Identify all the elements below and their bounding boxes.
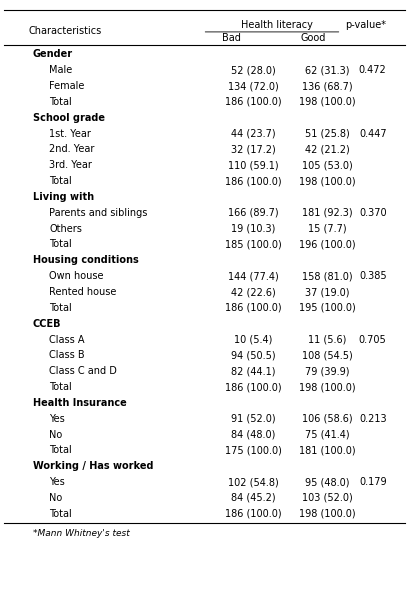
Text: 106 (58.6): 106 (58.6) <box>302 414 353 424</box>
Text: Health Insurance: Health Insurance <box>33 398 126 408</box>
Text: 0.385: 0.385 <box>359 271 387 281</box>
Text: 11 (5.6): 11 (5.6) <box>308 335 346 345</box>
Text: 186 (100.0): 186 (100.0) <box>225 382 282 392</box>
Text: 198 (100.0): 198 (100.0) <box>299 176 355 186</box>
Text: Characteristics: Characteristics <box>29 27 102 36</box>
Text: Total: Total <box>49 509 72 519</box>
Text: 0.472: 0.472 <box>359 65 387 75</box>
Text: Male: Male <box>49 65 72 75</box>
Text: Class A: Class A <box>49 335 85 345</box>
Text: Own house: Own house <box>49 271 103 281</box>
Text: 198 (100.0): 198 (100.0) <box>299 509 355 519</box>
Text: 186 (100.0): 186 (100.0) <box>225 509 282 519</box>
Text: Gender: Gender <box>33 50 73 60</box>
Text: 0.370: 0.370 <box>359 208 387 218</box>
Text: No: No <box>49 430 62 440</box>
Text: 75 (41.4): 75 (41.4) <box>305 430 350 440</box>
Text: Others: Others <box>49 223 82 233</box>
Text: 181 (92.3): 181 (92.3) <box>302 208 353 218</box>
Text: Yes: Yes <box>49 414 65 424</box>
Text: 0.705: 0.705 <box>359 335 387 345</box>
Text: 0.179: 0.179 <box>359 477 387 487</box>
Text: 42 (22.6): 42 (22.6) <box>231 287 276 297</box>
Text: 91 (52.0): 91 (52.0) <box>231 414 276 424</box>
Text: 186 (100.0): 186 (100.0) <box>225 176 282 186</box>
Text: 15 (7.7): 15 (7.7) <box>308 223 346 233</box>
Text: *Mann Whitney's test: *Mann Whitney's test <box>33 530 130 538</box>
Text: Total: Total <box>49 239 72 249</box>
Text: 158 (81.0): 158 (81.0) <box>302 271 353 281</box>
Text: Total: Total <box>49 97 72 107</box>
Text: Health literacy: Health literacy <box>241 20 313 30</box>
Text: Total: Total <box>49 176 72 186</box>
Text: 2nd. Year: 2nd. Year <box>49 144 94 154</box>
Text: 166 (89.7): 166 (89.7) <box>228 208 279 218</box>
Text: Class B: Class B <box>49 350 85 361</box>
Text: 94 (50.5): 94 (50.5) <box>231 350 276 361</box>
Text: 79 (39.9): 79 (39.9) <box>305 366 349 376</box>
Text: 198 (100.0): 198 (100.0) <box>299 97 355 107</box>
Text: 42 (21.2): 42 (21.2) <box>305 144 350 154</box>
Text: 0.447: 0.447 <box>359 129 387 139</box>
Text: Parents and siblings: Parents and siblings <box>49 208 148 218</box>
Text: Female: Female <box>49 81 84 91</box>
Text: 0.213: 0.213 <box>359 414 387 424</box>
Text: School grade: School grade <box>33 113 105 123</box>
Text: Total: Total <box>49 303 72 313</box>
Text: 134 (72.0): 134 (72.0) <box>228 81 279 91</box>
Text: 3rd. Year: 3rd. Year <box>49 160 92 170</box>
Text: 84 (48.0): 84 (48.0) <box>231 430 276 440</box>
Text: 82 (44.1): 82 (44.1) <box>231 366 276 376</box>
Text: 103 (52.0): 103 (52.0) <box>302 493 353 503</box>
Text: Living with: Living with <box>33 192 94 202</box>
Text: 195 (100.0): 195 (100.0) <box>299 303 355 313</box>
Text: 186 (100.0): 186 (100.0) <box>225 97 282 107</box>
Text: 196 (100.0): 196 (100.0) <box>299 239 355 249</box>
Text: Total: Total <box>49 382 72 392</box>
Text: 105 (53.0): 105 (53.0) <box>302 160 353 170</box>
Text: Class C and D: Class C and D <box>49 366 117 376</box>
Text: 185 (100.0): 185 (100.0) <box>225 239 282 249</box>
Text: p-value*: p-value* <box>346 20 387 30</box>
Text: 144 (77.4): 144 (77.4) <box>228 271 279 281</box>
Text: 19 (10.3): 19 (10.3) <box>231 223 276 233</box>
Text: Working / Has worked: Working / Has worked <box>33 461 153 471</box>
Text: 136 (68.7): 136 (68.7) <box>302 81 353 91</box>
Text: 52 (28.0): 52 (28.0) <box>231 65 276 75</box>
Text: No: No <box>49 493 62 503</box>
Text: 84 (45.2): 84 (45.2) <box>231 493 276 503</box>
Text: Good: Good <box>300 33 326 43</box>
Text: Total: Total <box>49 446 72 456</box>
Text: 102 (54.8): 102 (54.8) <box>228 477 279 487</box>
Text: Housing conditions: Housing conditions <box>33 255 139 265</box>
Text: 181 (100.0): 181 (100.0) <box>299 446 355 456</box>
Text: 186 (100.0): 186 (100.0) <box>225 303 282 313</box>
Text: 198 (100.0): 198 (100.0) <box>299 382 355 392</box>
Text: Yes: Yes <box>49 477 65 487</box>
Text: 37 (19.0): 37 (19.0) <box>305 287 349 297</box>
Text: 108 (54.5): 108 (54.5) <box>302 350 353 361</box>
Text: 110 (59.1): 110 (59.1) <box>228 160 279 170</box>
Text: 10 (5.4): 10 (5.4) <box>234 335 273 345</box>
Text: 1st. Year: 1st. Year <box>49 129 91 139</box>
Text: 32 (17.2): 32 (17.2) <box>231 144 276 154</box>
Text: Rented house: Rented house <box>49 287 117 297</box>
Text: CCEB: CCEB <box>33 319 61 329</box>
Text: 95 (48.0): 95 (48.0) <box>305 477 349 487</box>
Text: 62 (31.3): 62 (31.3) <box>305 65 349 75</box>
Text: 44 (23.7): 44 (23.7) <box>231 129 276 139</box>
Text: Bad: Bad <box>222 33 240 43</box>
Text: 51 (25.8): 51 (25.8) <box>305 129 350 139</box>
Text: 175 (100.0): 175 (100.0) <box>225 446 282 456</box>
